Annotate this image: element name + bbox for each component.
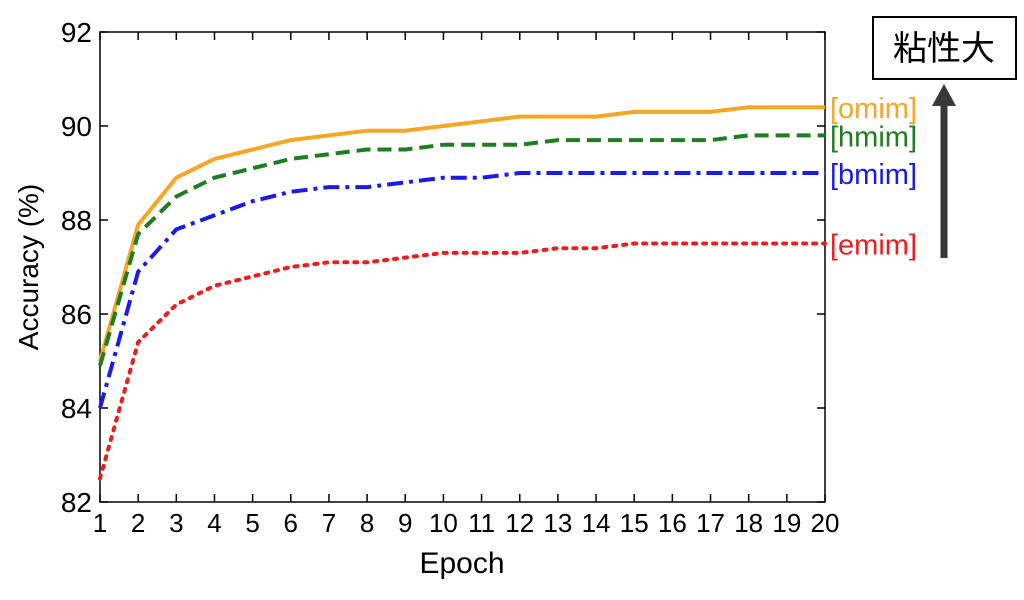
x-tick-label: 18 [734,508,763,538]
x-tick-label: 7 [322,508,336,538]
x-axis-label: Epoch [419,547,504,580]
series-line-emim [98,241,827,481]
y-axis-label: Accuracy (%) [13,184,44,350]
series-labels: [omim][hmim] [bmim] [emim] [830,93,917,261]
viscosity-box [872,16,1017,80]
x-tick-label: 12 [505,508,534,538]
y-tick-label: 86 [61,299,92,330]
series-line-hmim [98,133,825,367]
x-axis: 1 2 3 4 5 6 7 8 9 10 11 12 13 14 15 16 17 18 19 20 [93,32,840,538]
y-axis: 82 84 86 88 90 92 [61,17,825,518]
y-tick-label: 84 [61,393,92,424]
x-tick-label: 19 [772,508,801,538]
series-label: [emim] [830,230,917,262]
viscosity-annotation: 粘性大 [872,16,1017,258]
x-tick-label: 17 [696,508,725,538]
plot-area [99,31,826,503]
x-tick-label: 10 [429,508,458,538]
series-lines [98,105,827,481]
x-tick-label: 20 [811,508,840,538]
viscosity-label: 粘性大 [893,30,995,68]
x-tick-label: 2 [131,508,145,538]
x-tick-label: 3 [169,508,183,538]
series-label: [bmim] [830,159,917,191]
series-label: [omim] [830,93,917,125]
y-tick-label: 82 [61,487,92,518]
x-tick-label: 16 [658,508,687,538]
y-tick-label: 90 [61,111,92,142]
x-tick-label: 4 [207,508,221,538]
series-label: [hmim] [830,121,917,153]
x-tick-label: 5 [245,508,259,538]
series-line-omim [98,105,825,362]
x-tick-label: 13 [543,508,572,538]
series-line-bmim [98,171,825,409]
x-tick-label: 9 [398,508,412,538]
viscosity-arrow-head [932,84,956,106]
plot-frame [99,31,826,503]
x-tick-label: 11 [468,508,495,538]
y-tick-label: 88 [61,205,92,236]
x-tick-label: 1 [93,508,107,538]
x-tick-label: 14 [582,508,611,538]
x-tick-label: 8 [360,508,374,538]
y-tick-label: 92 [61,17,92,48]
x-tick-label: 6 [284,508,298,538]
x-tick-label: 15 [620,508,649,538]
